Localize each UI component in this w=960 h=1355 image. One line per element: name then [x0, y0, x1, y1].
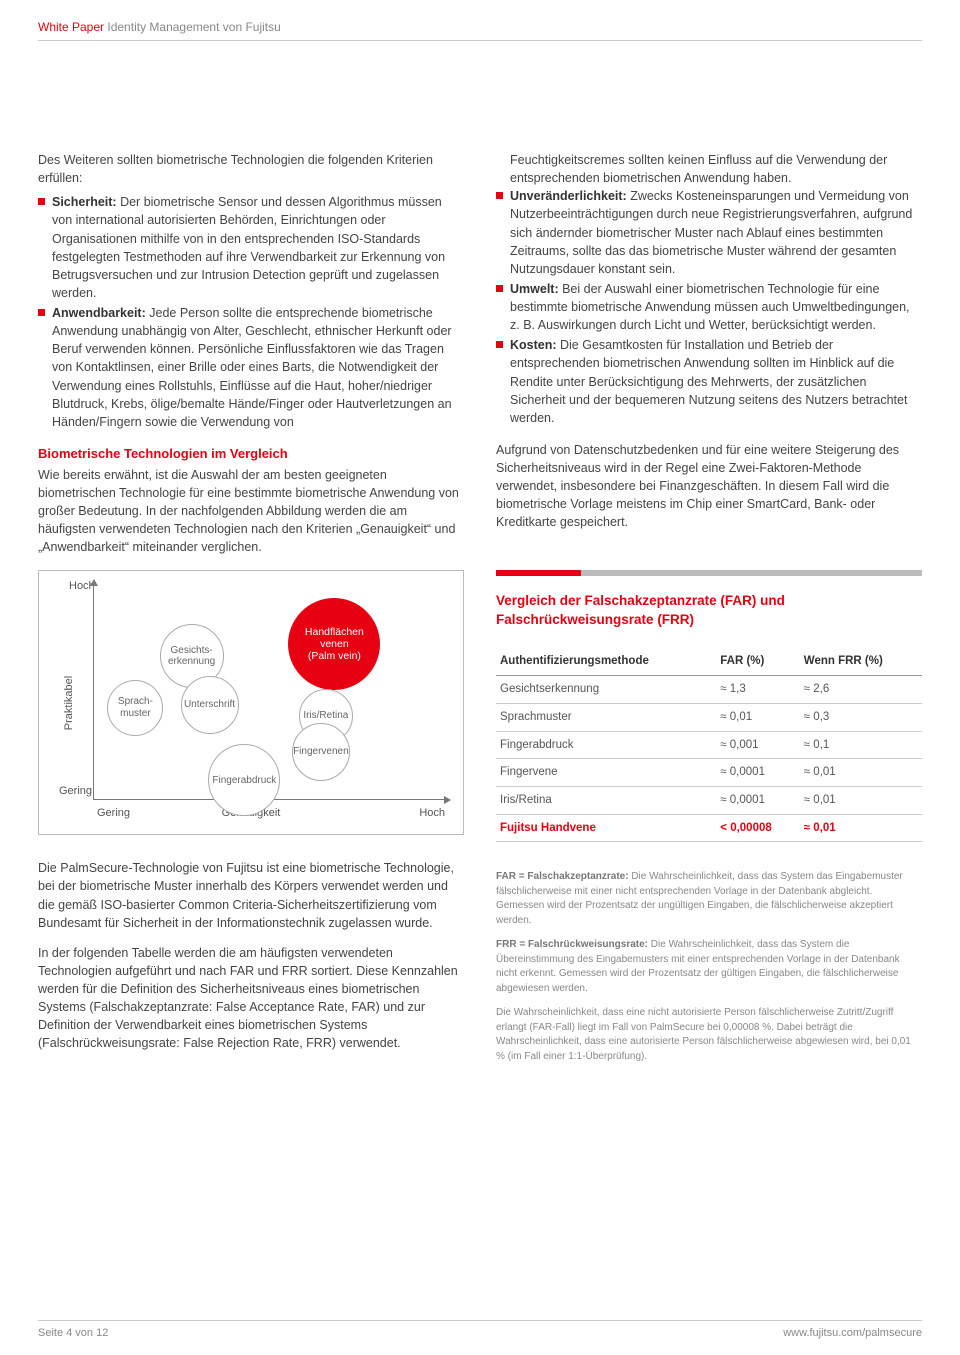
cell-far: < 0,00008	[716, 814, 800, 842]
table-row: Sprachmuster≈ 0,01≈ 0,3	[496, 704, 922, 732]
footer-url: www.fujitsu.com/palmsecure	[783, 1327, 922, 1339]
cell-method: Fujitsu Handvene	[496, 814, 716, 842]
cell-method: Iris/Retina	[496, 787, 716, 815]
cell-frr: ≈ 0,3	[800, 704, 922, 732]
th-frr: Wenn FRR (%)	[800, 647, 922, 676]
y-axis-label: Praktikabel	[62, 676, 78, 730]
table-row: Fingervene≈ 0,0001≈ 0,01	[496, 759, 922, 787]
right-para2: Aufgrund von Datenschutzbedenken und für…	[496, 441, 922, 532]
bullet-item: Umwelt: Bei der Auswahl einer biometrisc…	[496, 280, 922, 334]
cell-frr: ≈ 0,01	[800, 759, 922, 787]
lower-right-column: Vergleich der Falschakzeptanzrate (FAR) …	[496, 556, 922, 1074]
cell-method: Gesichtserkennung	[496, 676, 716, 704]
cell-far: ≈ 0,001	[716, 731, 800, 759]
cell-far: ≈ 0,0001	[716, 787, 800, 815]
cell-far: ≈ 0,01	[716, 704, 800, 732]
left-below-text: Die PalmSecure-Technologie von Fujitsu i…	[38, 859, 464, 1052]
table-row: Fingerabdruck≈ 0,001≈ 0,1	[496, 731, 922, 759]
chart-area: Gesichts- erkennungSprach- musterUntersc…	[97, 585, 445, 800]
panel-title: Vergleich der Falschakzeptanzrate (FAR) …	[496, 592, 922, 628]
cell-frr: ≈ 0,01	[800, 814, 922, 842]
x-axis-high: Hoch	[419, 806, 445, 822]
bullet-item: Unveränderlichkeit: Zwecks Kosteneinspar…	[496, 187, 922, 278]
cell-method: Sprachmuster	[496, 704, 716, 732]
left-below-p2: In der folgenden Tabelle werden die am h…	[38, 944, 464, 1053]
right-bullet-list: Unveränderlichkeit: Zwecks Kosteneinspar…	[496, 187, 922, 427]
footnote-far: FAR = Falschakzeptanzrate: Die Wahrschei…	[496, 870, 922, 928]
left-bullet-list: Sicherheit: Der biometrische Sensor und …	[38, 193, 464, 431]
header-rule	[38, 40, 922, 41]
bullet-text: Der biometrische Sensor und dessen Algor…	[52, 195, 445, 300]
upper-columns: Des Weiteren sollten biometrische Techno…	[38, 151, 922, 556]
footnote-far-label: FAR = Falschakzeptanzrate:	[496, 871, 629, 882]
table-row: Gesichtserkennung≈ 1,3≈ 2,6	[496, 676, 922, 704]
left-below-p1: Die PalmSecure-Technologie von Fujitsu i…	[38, 859, 464, 932]
section-para-compare: Wie bereits erwähnt, ist die Auswahl der…	[38, 466, 464, 557]
x-axis-arrow-icon	[444, 796, 451, 804]
bullet-item: Sicherheit: Der biometrische Sensor und …	[38, 193, 464, 302]
bullet-label: Kosten:	[510, 338, 560, 352]
section-heading-compare: Biometrische Technologien im Vergleich	[38, 445, 464, 464]
footnote-frr: FRR = Falschrückweisungsrate: Die Wahrsc…	[496, 938, 922, 996]
bubble-sprachmuster: Sprach- muster	[107, 680, 163, 736]
bullet-text: Bei der Auswahl einer biometrischen Tech…	[510, 282, 910, 332]
bullet-label: Anwendbarkeit:	[52, 306, 149, 320]
bullet-label: Umwelt:	[510, 282, 562, 296]
lower-columns: Praktikabel Hoch Gering Gering Genauigke…	[38, 556, 922, 1074]
lower-left-column: Praktikabel Hoch Gering Gering Genauigke…	[38, 556, 464, 1074]
bullet-text: Jede Person sollte die entsprechende bio…	[52, 306, 452, 429]
table-row: Iris/Retina≈ 0,0001≈ 0,01	[496, 787, 922, 815]
far-frr-panel: Vergleich der Falschakzeptanzrate (FAR) …	[496, 570, 922, 842]
cell-method: Fingervene	[496, 759, 716, 787]
th-method: Authentifizierungsmethode	[496, 647, 716, 676]
cell-far: ≈ 0,0001	[716, 759, 800, 787]
table-row: Fujitsu Handvene< 0,00008≈ 0,01	[496, 814, 922, 842]
left-intro: Des Weiteren sollten biometrische Techno…	[38, 151, 464, 187]
cell-far: ≈ 1,3	[716, 676, 800, 704]
y-axis-line	[93, 585, 94, 800]
page-footer: Seite 4 von 12 www.fujitsu.com/palmsecur…	[38, 1320, 922, 1339]
header-series: White Paper	[38, 20, 104, 34]
footnote-conclusion: Die Wahrscheinlichkeit, dass eine nicht …	[496, 1006, 922, 1064]
bullet-label: Unveränderlichkeit:	[510, 189, 630, 203]
cell-frr: ≈ 0,01	[800, 787, 922, 815]
right-continuation: Feuchtigkeitscremes sollten keinen Einfl…	[496, 151, 922, 187]
scatter-chart: Praktikabel Hoch Gering Gering Genauigke…	[38, 570, 464, 835]
far-frr-table: Authentifizierungsmethode FAR (%) Wenn F…	[496, 647, 922, 843]
bubble-handflaechen: Handflächen venen (Palm vein)	[288, 598, 380, 690]
footnotes: FAR = Falschakzeptanzrate: Die Wahrschei…	[496, 870, 922, 1064]
page-header: White Paper Identity Management von Fuji…	[38, 20, 922, 34]
right-column: Feuchtigkeitscremes sollten keinen Einfl…	[496, 151, 922, 556]
cell-frr: ≈ 2,6	[800, 676, 922, 704]
bullet-text: Die Gesamtkosten für Installation und Be…	[510, 338, 907, 425]
footer-page: Seite 4 von 12	[38, 1327, 108, 1339]
bullet-label: Sicherheit:	[52, 195, 120, 209]
bullet-item: Anwendbarkeit: Jede Person sollte die en…	[38, 304, 464, 431]
panel-topbar	[496, 570, 922, 576]
cell-frr: ≈ 0,1	[800, 731, 922, 759]
y-axis-low: Gering	[59, 784, 92, 800]
th-far: FAR (%)	[716, 647, 800, 676]
bubble-unterschrift: Unterschrift	[181, 676, 239, 734]
footnote-frr-label: FRR = Falschrückweisungsrate:	[496, 939, 648, 950]
bullet-item: Kosten: Die Gesamtkosten für Installatio…	[496, 336, 922, 427]
bubble-fingervenen: Fingervenen	[292, 723, 350, 781]
header-title: Identity Management von Fujitsu	[107, 20, 280, 34]
left-column: Des Weiteren sollten biometrische Techno…	[38, 151, 464, 556]
x-axis-low: Gering	[97, 806, 130, 822]
cell-method: Fingerabdruck	[496, 731, 716, 759]
